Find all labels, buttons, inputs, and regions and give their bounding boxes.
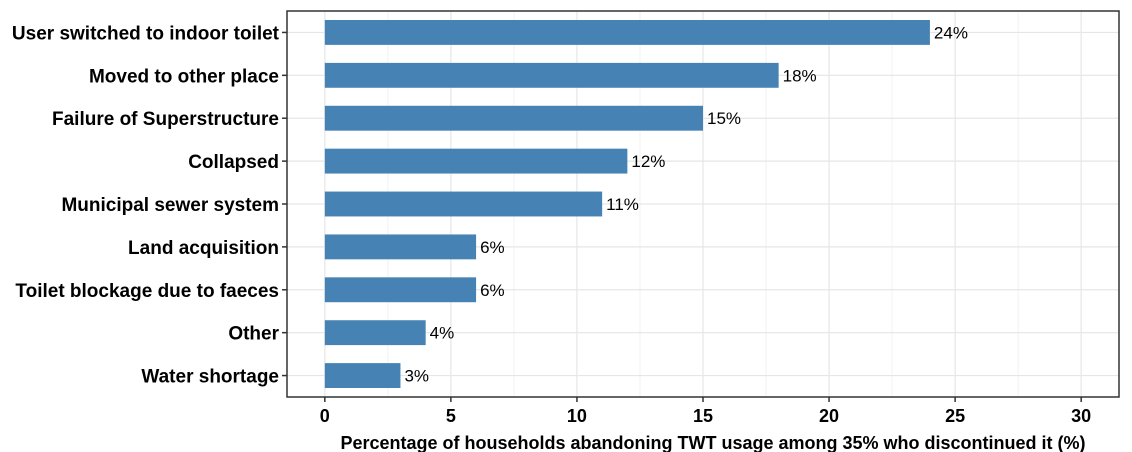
x-tick-label: 30 [1071, 406, 1091, 426]
y-tick-label: Failure of Superstructure [52, 109, 279, 130]
y-tick-label: Toilet blockage due to faeces [15, 281, 279, 302]
data-label: 6% [480, 238, 505, 257]
y-tick-label: Moved to other place [89, 66, 279, 87]
data-label: 24% [934, 23, 968, 42]
x-tick-label: 10 [567, 406, 587, 426]
data-label: 11% [606, 195, 639, 214]
y-tick-label: Water shortage [141, 367, 279, 388]
bar [324, 320, 426, 346]
x-tick-label: 20 [819, 406, 839, 426]
y-tick-label: Municipal sewer system [61, 195, 279, 216]
data-label: 6% [480, 281, 505, 300]
y-tick-label: Land acquisition [128, 238, 279, 259]
x-tick-label: 15 [693, 406, 713, 426]
bar-layer: 24% 18% 15% 12% 11% 6% 6% 4% 3% [324, 20, 968, 388]
x-tick-label: 5 [446, 406, 456, 426]
data-label: 15% [707, 109, 741, 128]
x-tick-label: 25 [945, 406, 965, 426]
axis-layer: User switched to indoor toilet Moved to o… [12, 23, 1091, 426]
y-tick-label: User switched to indoor toilet [12, 23, 280, 44]
bar [324, 363, 401, 388]
x-axis-title: Percentage of households abandoning TWT … [340, 433, 1085, 452]
bar [324, 20, 930, 45]
y-tick-label: Collapsed [188, 152, 279, 173]
data-label: 12% [631, 152, 665, 171]
data-label: 3% [404, 367, 429, 386]
data-label: 4% [430, 324, 455, 343]
y-tick-label: Other [228, 324, 279, 345]
bar [324, 148, 628, 174]
x-tick-label: 0 [320, 406, 330, 426]
bar [324, 277, 477, 303]
bar [324, 105, 703, 131]
bar [324, 234, 477, 260]
bar [324, 191, 603, 217]
data-label: 18% [783, 66, 817, 85]
bar [324, 62, 779, 88]
